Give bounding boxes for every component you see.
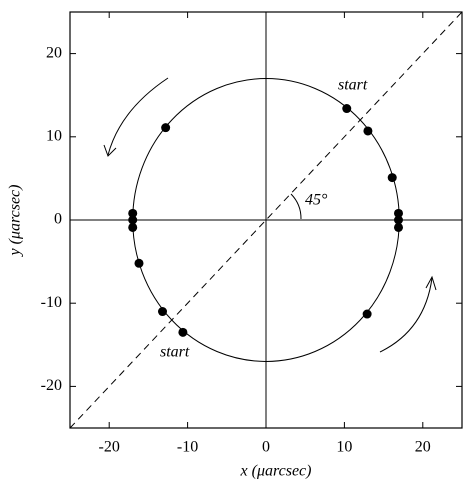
point xyxy=(128,215,138,225)
annotation: 45° xyxy=(305,192,328,209)
x-tick-label: 10 xyxy=(336,439,352,456)
point xyxy=(134,258,144,268)
point xyxy=(128,222,138,232)
y-axis-label: y (μarcsec) xyxy=(7,185,24,258)
point xyxy=(363,126,373,136)
annotation: start xyxy=(338,77,368,94)
y-tick-label: -20 xyxy=(41,377,62,394)
rotation-arrow xyxy=(107,77,169,156)
point xyxy=(161,123,171,133)
y-tick-label: 20 xyxy=(46,44,62,61)
point xyxy=(342,104,352,114)
point xyxy=(128,208,138,218)
x-tick-label: 0 xyxy=(262,439,270,456)
x-axis-label: x (μarcsec) xyxy=(240,463,312,480)
y-tick-label: 0 xyxy=(54,211,62,228)
point xyxy=(158,307,168,317)
point xyxy=(393,215,403,225)
x-tick-label: -10 xyxy=(177,439,198,456)
point xyxy=(393,222,403,232)
point xyxy=(178,327,188,337)
x-tick-label: 20 xyxy=(415,439,431,456)
point xyxy=(393,208,403,218)
angle-arc xyxy=(290,193,302,220)
point xyxy=(387,173,397,183)
y-tick-label: 10 xyxy=(46,127,62,144)
arrow-head xyxy=(425,275,437,291)
rotation-arrow xyxy=(379,277,433,353)
x-tick-label: -20 xyxy=(99,439,120,456)
arrow-head xyxy=(103,144,117,157)
y-tick-label: -10 xyxy=(41,294,62,311)
annotation: start xyxy=(160,344,190,361)
point xyxy=(362,309,372,319)
